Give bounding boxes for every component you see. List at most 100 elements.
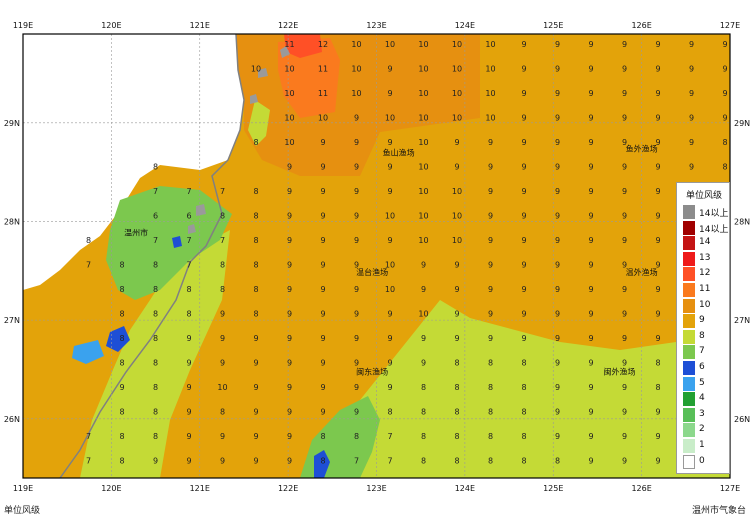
- wind-value: 9: [521, 138, 526, 147]
- wind-value: 8: [253, 236, 258, 245]
- wind-value: 9: [287, 261, 292, 270]
- wind-value: 10: [418, 89, 428, 98]
- wind-value: 9: [354, 187, 359, 196]
- wind-value: 9: [253, 457, 258, 466]
- wind-value: 10: [452, 89, 462, 98]
- lat-tick-label: 28N: [734, 217, 750, 226]
- graticule: [23, 34, 730, 478]
- legend-label: 9: [699, 315, 705, 326]
- wind-value: 9: [588, 261, 593, 270]
- wind-value: 9: [622, 187, 627, 196]
- wind-value: 9: [655, 285, 660, 294]
- wind-value: 8: [521, 359, 526, 368]
- wind-value: 9: [186, 334, 191, 343]
- lon-tick-label: 120E: [101, 484, 121, 493]
- wind-value: 9: [320, 334, 325, 343]
- wind-value: 11: [318, 65, 328, 74]
- wind-value: 9: [454, 138, 459, 147]
- wind-value: 9: [387, 187, 392, 196]
- wind-value: 7: [186, 187, 191, 196]
- wind-value: 9: [253, 334, 258, 343]
- legend-swatch: [683, 407, 695, 422]
- lon-tick-label: 126E: [631, 484, 651, 493]
- place-label: 鱼外渔场: [626, 143, 658, 153]
- wind-value: 9: [655, 65, 660, 74]
- wind-value: 9: [555, 40, 560, 49]
- place-label: 闽东渔场: [356, 366, 388, 376]
- wind-value: 9: [655, 334, 660, 343]
- lon-tick-label: 122E: [278, 21, 298, 30]
- wind-value: 9: [588, 359, 593, 368]
- wind-value: 9: [722, 40, 727, 49]
- wind-value: 9: [220, 359, 225, 368]
- wind-value: 9: [555, 261, 560, 270]
- wind-value: 7: [186, 261, 191, 270]
- wind-value: 9: [454, 285, 459, 294]
- wind-value: 9: [287, 359, 292, 368]
- wind-value: 9: [655, 432, 660, 441]
- wind-value: 9: [320, 408, 325, 417]
- wind-value: 10: [452, 236, 462, 245]
- legend-swatch: [683, 376, 695, 391]
- wind-value: 9: [387, 334, 392, 343]
- wind-value: 9: [287, 163, 292, 172]
- wind-value: 8: [119, 285, 124, 294]
- lat-tick-label: 27N: [4, 316, 20, 325]
- lon-tick-label: 124E: [455, 484, 475, 493]
- wind-value: 9: [555, 285, 560, 294]
- wind-value: 9: [287, 187, 292, 196]
- wind-value: 9: [622, 261, 627, 270]
- wind-value: 10: [418, 138, 428, 147]
- zone-12: [284, 34, 322, 58]
- wind-value: 8: [253, 310, 258, 319]
- lon-tick-label: 127E: [720, 21, 740, 30]
- legend-label: 10: [699, 299, 711, 310]
- wind-value: 8: [454, 408, 459, 417]
- wind-value: 9: [622, 236, 627, 245]
- wind-value: 9: [521, 212, 526, 221]
- wind-value: 8: [555, 457, 560, 466]
- wind-value: 9: [354, 334, 359, 343]
- legend-swatch: [683, 314, 695, 329]
- wind-value: 9: [689, 89, 694, 98]
- wind-value: 9: [320, 359, 325, 368]
- wind-value: 9: [588, 138, 593, 147]
- wind-value: 9: [689, 163, 694, 172]
- wind-value: 9: [320, 187, 325, 196]
- wind-value: 8: [119, 359, 124, 368]
- legend-swatch: [683, 205, 695, 219]
- wind-value: 9: [521, 236, 526, 245]
- wind-value: 9: [622, 212, 627, 221]
- legend-label: 0: [699, 455, 705, 466]
- legend-label: 11: [699, 284, 711, 294]
- wind-value: 8: [153, 408, 158, 417]
- wind-value: 9: [588, 236, 593, 245]
- axis-labels: 119E 119E 120E 120E 121E 121E 122E 122E 123E 123E…: [4, 21, 750, 493]
- wind-value: 9: [588, 383, 593, 392]
- wind-value: 10: [418, 114, 428, 123]
- wind-value: 9: [588, 285, 593, 294]
- legend-label: 6: [699, 362, 705, 372]
- legend-label: 8: [699, 330, 705, 341]
- wind-value: 9: [421, 359, 426, 368]
- lon-tick-label: 121E: [190, 21, 210, 30]
- wind-value: 8: [454, 457, 459, 466]
- legend-swatch: [683, 251, 695, 266]
- wind-value: 8: [387, 408, 392, 417]
- wind-value: 8: [119, 310, 124, 319]
- wind-value: 9: [119, 383, 124, 392]
- wind-value: 8: [488, 481, 493, 490]
- wind-value: 8: [320, 481, 325, 490]
- wind-value: 9: [387, 236, 392, 245]
- wind-value: 10: [418, 310, 428, 319]
- wind-value: 8: [186, 310, 191, 319]
- wind-value: 8: [488, 408, 493, 417]
- lon-tick-label: 121E: [190, 484, 210, 493]
- wind-value: 9: [488, 187, 493, 196]
- wind-value: 8: [220, 408, 225, 417]
- place-label: 温外渔场: [626, 267, 658, 277]
- wind-value: 9: [287, 383, 292, 392]
- wind-value: 10: [418, 65, 428, 74]
- wind-value: 9: [655, 261, 660, 270]
